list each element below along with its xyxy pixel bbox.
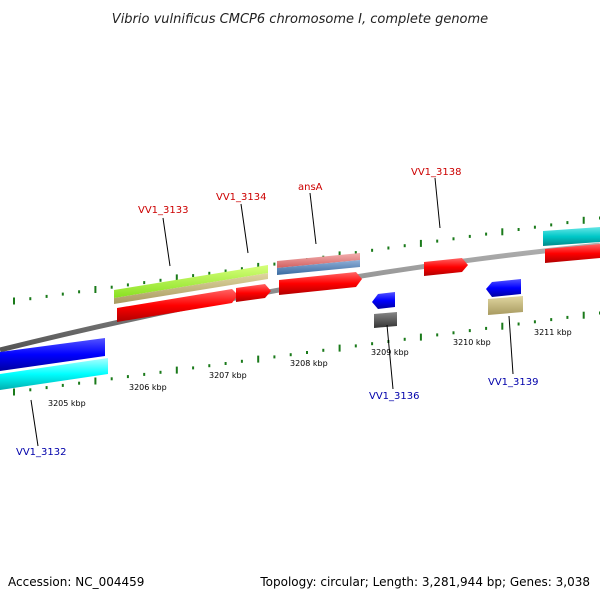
gene-feature[interactable] (114, 265, 268, 298)
genome-summary-text: Topology: circular; Length: 3,281,944 bp… (259, 575, 590, 589)
gene-label[interactable]: VV1_3133 (138, 205, 189, 216)
tick-label: 3210 kbp (453, 338, 491, 347)
tick-label: 3205 kbp (48, 399, 86, 408)
forward-features (114, 227, 600, 322)
cds-feature[interactable] (236, 284, 271, 302)
map-title: Vibrio vulnificus CMCP6 chromosome I, co… (112, 12, 488, 27)
label-leaders (30, 177, 514, 447)
tick-label: 3206 kbp (129, 383, 167, 392)
accession-text: Accession: NC_004459 (8, 575, 144, 589)
gene-feature[interactable] (277, 253, 360, 268)
cds-feature[interactable] (545, 244, 600, 263)
cds-feature[interactable] (279, 272, 362, 295)
cds-feature[interactable] (372, 292, 395, 309)
reverse-gene-labels: VV1_3132 VV1_3136 VV1_3139 (16, 377, 539, 458)
cds-feature[interactable] (424, 258, 468, 276)
tick-label: 3207 kbp (209, 371, 247, 380)
tick-label: 3211 kbp (534, 328, 572, 337)
gene-label[interactable]: VV1_3136 (369, 391, 420, 402)
tick-labels: 3205 kbp 3206 kbp 3207 kbp 3208 kbp 3209… (48, 328, 572, 408)
gene-label[interactable]: VV1_3138 (411, 167, 462, 178)
gene-feature[interactable] (277, 260, 360, 275)
gene-label[interactable]: ansA (298, 182, 323, 193)
gene-label[interactable]: VV1_3139 (488, 377, 539, 388)
gene-label[interactable]: VV1_3134 (216, 192, 267, 203)
cds-feature[interactable] (0, 338, 105, 371)
tick-label: 3208 kbp (290, 359, 328, 368)
reverse-features (0, 279, 523, 390)
cds-feature[interactable] (486, 279, 521, 297)
cds-feature[interactable] (117, 289, 238, 322)
gene-feature[interactable] (0, 358, 108, 390)
forward-gene-labels: VV1_3133 VV1_3134 ansA VV1_3138 (138, 167, 462, 216)
gene-feature[interactable] (374, 312, 397, 328)
gene-feature[interactable] (114, 273, 268, 304)
gene-feature[interactable] (488, 296, 523, 315)
gene-feature[interactable] (543, 227, 600, 246)
gene-label[interactable]: VV1_3132 (16, 447, 67, 458)
